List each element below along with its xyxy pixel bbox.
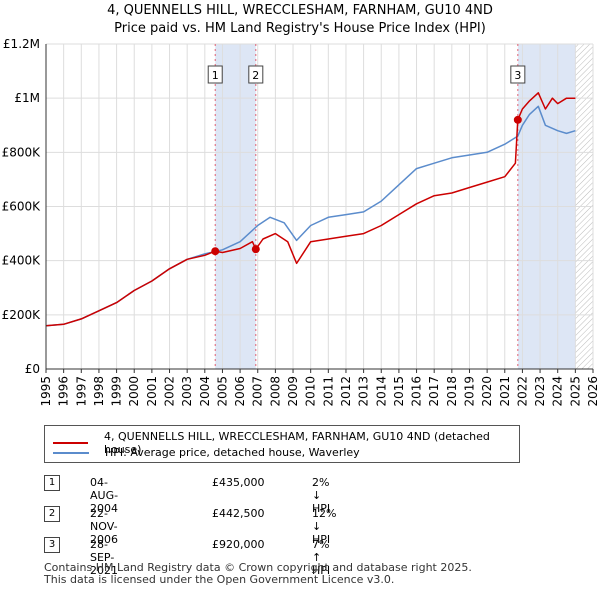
legend-item-property: 4, QUENNELLS HILL, WRECCLESHAM, FARNHAM,… — [53, 430, 519, 456]
x-tick-label: 2011 — [321, 376, 335, 407]
legend-label-hpi: HPI: Average price, detached house, Wave… — [105, 446, 360, 459]
legend-label-property: 4, QUENNELLS HILL, WRECCLESHAM, FARNHAM,… — [104, 430, 490, 456]
y-tick-label: £600K — [2, 200, 42, 214]
x-tick-label: 2010 — [304, 376, 318, 407]
x-tick-label: 2016 — [410, 376, 424, 407]
sale-point — [211, 247, 220, 256]
sale-label-text: 3 — [514, 69, 521, 82]
footer-licence: This data is licensed under the Open Gov… — [44, 573, 395, 586]
sale-label-box — [510, 65, 526, 84]
transaction-price: £435,000 — [212, 476, 265, 489]
footer-copyright: Contains HM Land Registry data © Crown c… — [44, 561, 472, 574]
legend-item-hpi: HPI: Average price, detached house, Wave… — [53, 446, 360, 459]
x-tick-label: 2021 — [498, 376, 512, 407]
sale-label-text: 1 — [212, 69, 219, 82]
x-tick-label: 2003 — [180, 376, 194, 407]
y-tick-label: £400K — [2, 254, 42, 268]
transaction-hpi: 12% ↓ HPI — [312, 507, 337, 546]
legend-swatch-property — [53, 442, 88, 444]
x-tick-label: 1998 — [92, 376, 106, 407]
x-tick-label: 2012 — [339, 376, 353, 407]
x-tick-label: 2000 — [127, 376, 141, 407]
sale-point — [513, 115, 522, 124]
x-tick-label: 1995 — [39, 376, 53, 407]
x-tick-label: 2014 — [374, 376, 388, 407]
x-tick-label: 2002 — [163, 376, 177, 407]
price-chart: 1 2 3 £0 £200K £400K £600K £800K £1M £1.2M 1995 19… — [2, 37, 600, 407]
transaction-date: 28-SEP-2021 — [90, 538, 118, 577]
y-tick-label: £1M — [14, 91, 40, 105]
transaction-number: 2 — [44, 506, 60, 522]
chart-title: 4, QUENNELLS HILL, WRECCLESHAM, FARNHAM,… — [107, 3, 493, 18]
sale-label-box — [207, 65, 223, 84]
transaction-number: 3 — [44, 537, 60, 553]
sale-label-box — [248, 65, 264, 84]
x-tick-label: 2022 — [515, 376, 529, 407]
x-tick-label: 2024 — [551, 376, 565, 407]
sale-point — [251, 245, 260, 254]
x-tick-label: 2004 — [198, 376, 212, 407]
x-tick-label: 2009 — [286, 376, 300, 407]
legend: 4, QUENNELLS HILL, WRECCLESHAM, FARNHAM,… — [44, 425, 520, 463]
transaction-number: 1 — [44, 475, 60, 491]
y-tick-label: £800K — [2, 145, 42, 159]
x-tick-label: 2005 — [215, 376, 229, 407]
x-tick-label: 2007 — [251, 376, 265, 407]
y-tick-label: £200K — [2, 308, 42, 322]
x-tick-label: 2018 — [445, 376, 459, 407]
legend-swatch-hpi — [53, 451, 89, 454]
x-tick-label: 2008 — [268, 376, 282, 407]
x-tick-label: 2013 — [357, 376, 371, 407]
y-tick-label: £1.2M — [3, 37, 40, 51]
y-tick-label: £0 — [25, 362, 40, 376]
transaction-date: 22-NOV-2006 — [90, 507, 118, 546]
x-tick-label: 1996 — [57, 376, 71, 407]
x-tick-label: 2020 — [480, 376, 494, 407]
x-tick-label: 2006 — [233, 376, 247, 407]
x-tick-label: 1999 — [110, 376, 124, 407]
transaction-hpi: 2% ↓ HPI — [312, 476, 331, 515]
chart-subtitle: Price paid vs. HM Land Registry's House … — [114, 21, 486, 36]
x-tick-label: 2015 — [392, 376, 406, 407]
x-tick-label: 1997 — [74, 376, 88, 407]
x-tick-label: 2001 — [145, 376, 159, 407]
transaction-hpi: 7% ↑ HPI — [312, 538, 331, 577]
x-tick-label: 2025 — [568, 376, 582, 407]
transaction-price: £920,000 — [212, 538, 265, 551]
sale-label-text: 2 — [252, 69, 259, 82]
x-tick-label: 2023 — [533, 376, 547, 407]
x-tick-label: 2026 — [586, 376, 600, 407]
x-tick-label: 2017 — [427, 376, 441, 407]
property-price-line — [45, 92, 576, 327]
transaction-price: £442,500 — [212, 507, 265, 520]
x-tick-label: 2019 — [462, 376, 476, 407]
transaction-date: 04-AUG-2004 — [90, 476, 119, 515]
